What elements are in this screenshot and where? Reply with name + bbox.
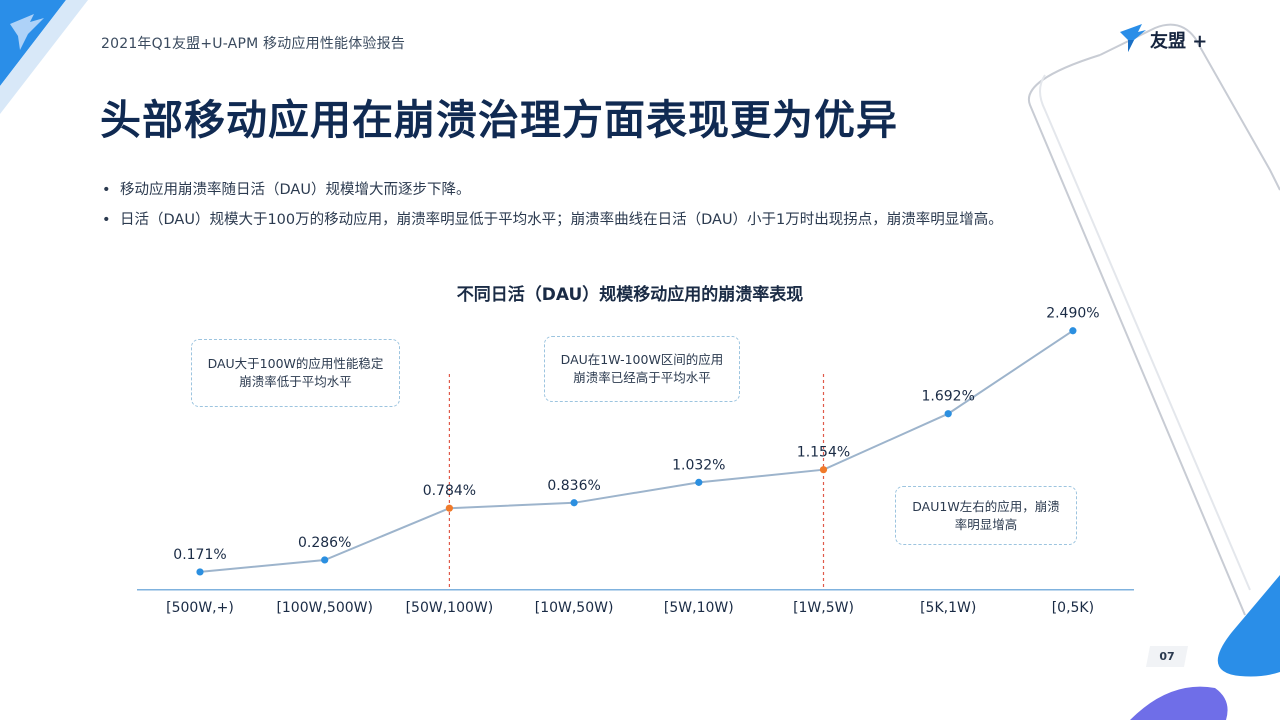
umeng-bird-icon xyxy=(1120,24,1146,52)
x-tick-label: [5W,10W) xyxy=(664,600,734,616)
x-tick-label: [50W,100W) xyxy=(406,600,494,616)
brand-name: 友盟 + xyxy=(1150,31,1208,52)
chart-title: 不同日活（DAU）规模移动应用的崩溃率表现 xyxy=(456,285,804,305)
phone-outline-side xyxy=(1027,54,1246,616)
data-point xyxy=(445,504,453,512)
bottom-right-blue-shape xyxy=(1217,575,1280,677)
x-tick-label: [0,5K) xyxy=(1052,600,1094,616)
bullet-item: 移动应用崩溃率随日活（DAU）规模增大而逐步下降。 xyxy=(102,180,1003,200)
x-tick-label: [10W,50W) xyxy=(535,600,614,616)
series-line xyxy=(199,329,1074,573)
annotation-line: DAU在1W-100W区间的应用 xyxy=(560,352,724,367)
annotation-box-large-dau: DAU大于100W的应用性能稳定 崩溃率低于平均水平 xyxy=(191,339,400,407)
data-label: 2.490% xyxy=(1046,306,1099,322)
data-point xyxy=(570,499,578,507)
annotation-box-small-dau: DAU1W左右的应用，崩溃 率明显增高 xyxy=(895,486,1077,545)
page-number: 07 xyxy=(1159,649,1175,663)
data-label: 1.154% xyxy=(797,445,850,461)
phone-outline xyxy=(1099,23,1280,191)
data-point xyxy=(944,410,952,418)
page-heading: 头部移动应用在崩溃治理方面表现更为优异 xyxy=(100,96,898,144)
bullet-item: 日活（DAU）规模大于100万的移动应用，崩溃率明显低于平均水平；崩溃率曲线在日… xyxy=(102,210,1003,230)
top-left-light-corner xyxy=(0,0,88,114)
phone-outline-inner xyxy=(1039,74,1251,591)
bullet-list: 移动应用崩溃率随日活（DAU）规模增大而逐步下降。 日活（DAU）规模大于100… xyxy=(102,180,1003,240)
data-label: 1.032% xyxy=(672,457,725,473)
data-label: 0.286% xyxy=(298,535,351,551)
annotation-line: DAU1W左右的应用，崩溃 xyxy=(912,498,1060,514)
data-label: 0.784% xyxy=(423,483,476,499)
data-point xyxy=(695,478,703,486)
data-label: 0.836% xyxy=(547,478,600,494)
top-left-bird-icon xyxy=(10,14,44,50)
data-point xyxy=(321,556,329,564)
report-title: 2021年Q1友盟+U-APM 移动应用性能体验报告 xyxy=(101,36,406,52)
x-tick-label: [1W,5W) xyxy=(793,600,854,616)
annotation-line: DAU大于100W的应用性能稳定 xyxy=(207,356,384,371)
x-tick-label: [5K,1W) xyxy=(920,600,976,616)
data-label: 0.171% xyxy=(173,547,226,563)
x-tick-label: [100W,500W) xyxy=(276,600,373,616)
annotation-line: 率明显增高 xyxy=(954,516,1018,532)
brand-logo: 友盟 + xyxy=(1118,22,1218,56)
data-point xyxy=(196,568,204,576)
annotation-line: 崩溃率低于平均水平 xyxy=(239,374,352,389)
annotation-line: 崩溃率已经高于平均水平 xyxy=(573,370,711,385)
annotation-box-mid-dau: DAU在1W-100W区间的应用 崩溃率已经高于平均水平 xyxy=(544,336,740,402)
data-label: 1.692% xyxy=(922,389,975,405)
bottom-right-purple-shape xyxy=(1130,686,1228,720)
data-point xyxy=(1069,327,1077,335)
x-tick-label: [500W,+) xyxy=(166,600,234,616)
data-point xyxy=(819,466,828,474)
